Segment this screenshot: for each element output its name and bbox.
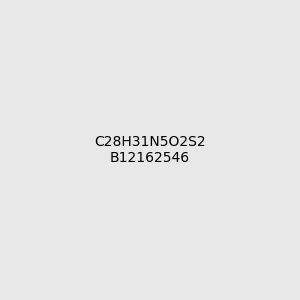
Text: C28H31N5O2S2
B12162546: C28H31N5O2S2 B12162546 bbox=[94, 135, 206, 165]
